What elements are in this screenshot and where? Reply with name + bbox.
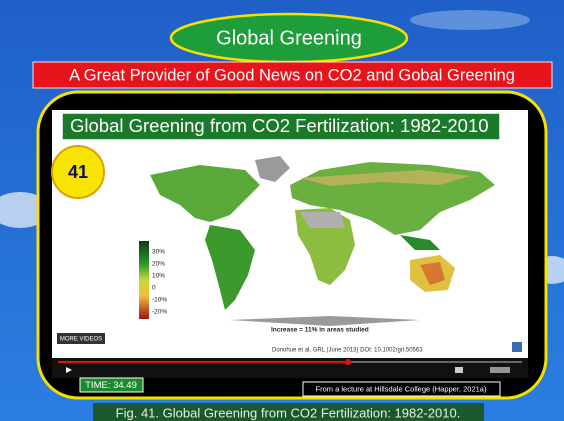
caption-box — [93, 403, 484, 421]
legend-label: -20% — [152, 309, 167, 316]
subtitle-bar — [32, 61, 553, 89]
slide-title: Global Greening — [216, 27, 362, 49]
legend-label: -10% — [152, 297, 167, 304]
south-america — [205, 225, 255, 310]
indonesia — [400, 235, 440, 250]
legend-colorbar — [139, 241, 149, 319]
cloud — [410, 10, 530, 30]
world-map — [150, 156, 495, 326]
north-america — [150, 165, 260, 222]
map-citation: Donohue et al, GRL (June 2013) DOI: 10.1… — [272, 348, 423, 354]
info-button[interactable] — [512, 342, 522, 352]
cc-button[interactable] — [455, 367, 463, 373]
map-note: Increase = 11% in areas studied — [271, 327, 369, 334]
youtube-logo[interactable] — [490, 367, 510, 373]
caption: Fig. 41. Global Greening from CO2 Fertil… — [116, 405, 461, 420]
more-videos-button[interactable] — [57, 333, 105, 344]
legend-label: 30% — [152, 249, 165, 256]
legend: 30% 20% 10% 0 -10% -20% — [152, 249, 167, 316]
slide-number: 41 — [68, 162, 88, 182]
progress-handle[interactable] — [345, 359, 351, 365]
video-title-banner — [61, 112, 501, 141]
slide-subtitle: A Great Provider of Good News on CO2 and… — [69, 66, 515, 84]
eurasia-north — [300, 170, 470, 186]
greenland — [255, 156, 290, 182]
antarctica — [230, 316, 420, 326]
australia-spot — [420, 262, 445, 285]
credit-box — [302, 381, 501, 397]
legend-label: 10% — [152, 273, 165, 280]
progress-played — [58, 361, 348, 363]
legend-label: 0 — [152, 285, 156, 292]
sahara — [300, 212, 345, 228]
legend-label: 20% — [152, 261, 165, 268]
time-label: TIME: 34.49 — [85, 380, 137, 391]
time-box — [79, 377, 144, 393]
play-button[interactable] — [66, 367, 72, 373]
credit-label: From a lecture at Hillsdale College (Hap… — [316, 384, 487, 393]
video-title: Global Greening from CO2 Fertilization: … — [70, 115, 489, 136]
video-screen — [52, 110, 528, 358]
more-videos-label[interactable]: MORE VIDEOS — [60, 337, 102, 343]
slide-number-badge — [51, 145, 105, 199]
